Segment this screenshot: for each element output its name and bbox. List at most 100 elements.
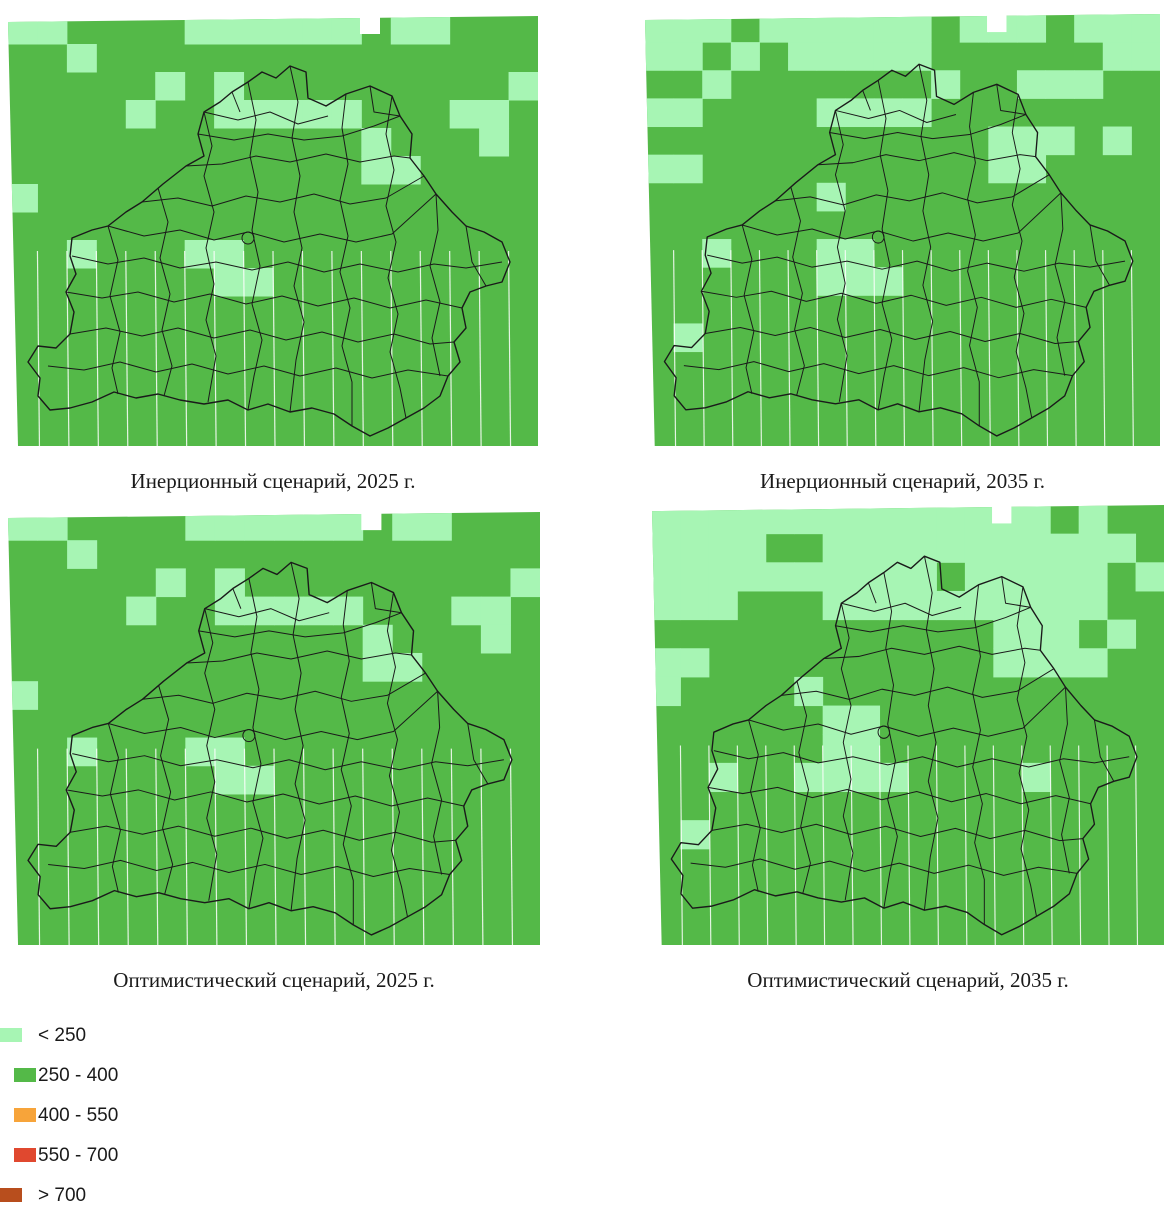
raster-seam <box>787 250 791 446</box>
district-boundary <box>707 254 1126 272</box>
raster-seam <box>362 748 366 945</box>
raster-seam <box>730 250 734 446</box>
raster-cell-low <box>510 568 540 598</box>
raster-seam <box>1078 745 1082 945</box>
raster-seam <box>125 250 129 446</box>
raster-cell-low <box>1078 533 1108 563</box>
raster-cell-low <box>243 100 274 129</box>
raster-cell-low <box>680 533 710 563</box>
district-boundary <box>883 572 898 909</box>
district-boundary <box>339 93 353 426</box>
raster-cell-low <box>1078 505 1108 535</box>
district-boundary <box>467 723 489 785</box>
map-panel <box>8 16 538 446</box>
raster-seam <box>1073 250 1077 446</box>
legend-swatch <box>14 1108 36 1122</box>
map <box>8 512 540 945</box>
map-caption: Инерционный сценарий, 2035 г. <box>760 469 1045 493</box>
raster-cell-low <box>1021 533 1051 563</box>
raster-cell-low <box>1131 14 1160 43</box>
raster-cell-low <box>765 505 795 535</box>
raster-cell-low <box>480 596 511 626</box>
map-panel <box>652 505 1164 945</box>
raster-cell-low <box>392 512 423 541</box>
raster-cell-low <box>1016 126 1047 156</box>
raster-cell-low <box>879 562 909 592</box>
district-boundary <box>369 85 401 117</box>
district-boundary <box>781 668 1055 700</box>
legend-item: 250 - 400 <box>0 1065 200 1092</box>
raster-cell-low <box>392 652 423 682</box>
raster-cell-low <box>1050 590 1080 621</box>
district-boundary <box>185 153 411 167</box>
raster-cell-low <box>361 128 392 157</box>
district-boundary <box>840 603 854 901</box>
raster-cell-low <box>508 72 538 101</box>
raster-seam <box>449 250 453 446</box>
raster-cell-low <box>302 16 333 45</box>
raster-seam <box>36 250 41 446</box>
raster-seam <box>480 748 484 945</box>
raster-cell-low <box>184 16 215 45</box>
raster-cell-low <box>816 14 846 43</box>
district-boundary <box>71 255 503 273</box>
raster-seam <box>214 748 218 945</box>
raster-cell-low <box>993 533 1023 563</box>
raster-cell-low <box>652 505 681 535</box>
raster-cell-low <box>1078 648 1108 678</box>
raster-cell-low <box>390 16 421 45</box>
raster-cell-low <box>851 533 881 563</box>
raster-cell-low <box>708 562 738 592</box>
raster-cell-low <box>1021 762 1051 793</box>
raster-cell-low <box>214 268 245 297</box>
raster-cell-low <box>652 676 681 707</box>
raster-cell-low <box>1016 70 1047 99</box>
raster-cell-low <box>794 762 824 793</box>
raster-cell-low <box>845 239 875 268</box>
raster-cell-low <box>362 624 393 654</box>
raster-cell-low <box>1107 619 1137 649</box>
city-boundary <box>242 729 256 743</box>
raster-cell-low <box>765 562 795 592</box>
raster-cell-low <box>243 16 274 45</box>
raster-cell-low <box>845 98 875 128</box>
raster-cell-low <box>737 562 767 592</box>
raster-cell-low <box>873 98 903 128</box>
district-boundary <box>290 562 306 911</box>
raster-cell-low <box>214 765 245 795</box>
district-boundary <box>48 859 450 878</box>
district-boundary <box>431 691 443 875</box>
district-boundary <box>203 111 329 125</box>
district-boundary <box>967 92 980 426</box>
raster-cell-low <box>1050 562 1080 592</box>
raster-cell-low <box>988 154 1018 184</box>
district-boundary <box>1059 687 1070 874</box>
legend-swatch <box>14 1068 36 1082</box>
city-boundary <box>871 230 885 244</box>
raster-seam <box>1134 745 1139 945</box>
district-boundary <box>823 645 1041 659</box>
raster-cell-low <box>993 619 1023 649</box>
raster-seam <box>125 748 129 945</box>
raster-seam <box>272 250 276 446</box>
legend-label: 400 - 550 <box>38 1105 119 1126</box>
raster-grid <box>8 512 540 945</box>
legend-item: > 700 <box>0 1185 200 1212</box>
district-boundary <box>835 606 1031 633</box>
raster-seam <box>930 250 934 446</box>
district-boundary <box>204 608 218 901</box>
district-boundary <box>465 225 487 287</box>
district-boundary <box>713 750 1130 768</box>
district-boundary <box>186 650 412 664</box>
district-boundary <box>877 80 893 410</box>
district-boundary <box>204 608 330 622</box>
raster-cell-low <box>845 267 875 296</box>
raster-seam <box>987 250 991 446</box>
raster-cell-low <box>1050 533 1080 563</box>
raster-seam <box>701 250 705 446</box>
district-boundaries <box>27 561 513 936</box>
country-outline <box>27 561 513 936</box>
district-boundary <box>1001 576 1031 608</box>
raster-cell-low <box>185 512 216 541</box>
district-boundary <box>70 825 456 843</box>
